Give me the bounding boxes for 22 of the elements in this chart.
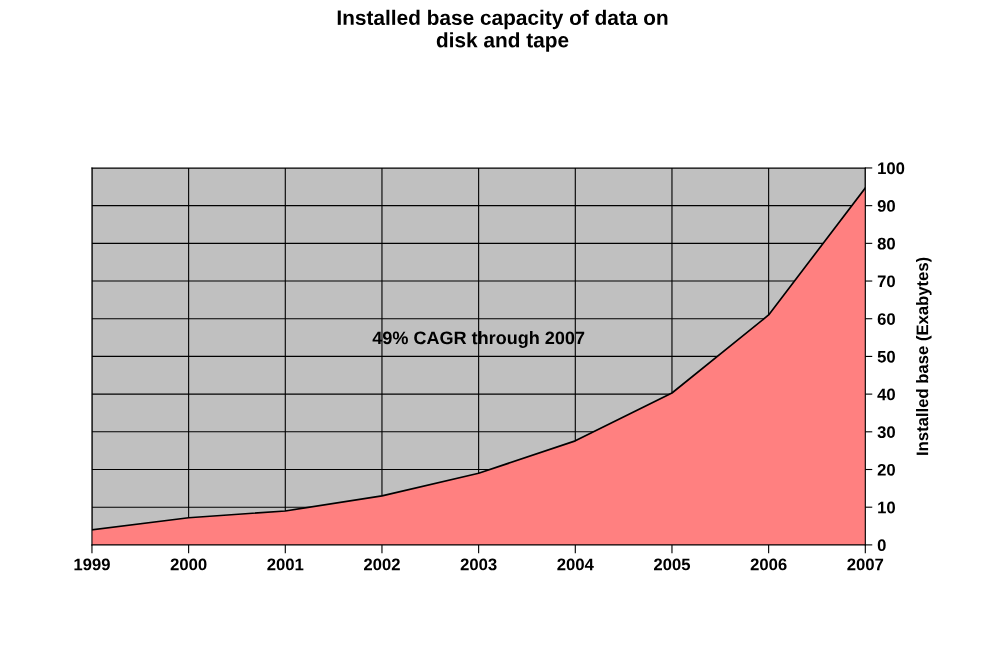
y-tick-label: 60 xyxy=(877,313,895,325)
y-tick-label: 70 xyxy=(877,275,895,288)
y-tick-label: 40 xyxy=(877,388,895,401)
x-tick-label: 2003 xyxy=(460,558,497,571)
x-tick-label: 2002 xyxy=(364,558,400,571)
x-tick-label: 1999 xyxy=(74,558,110,571)
chart-title: Installed base capacity of data on disk and tape xyxy=(337,9,668,52)
y-axis-title: Installed base (Exabytes) xyxy=(916,257,932,455)
x-tick-label: 2000 xyxy=(170,558,207,571)
y-tick-label: 30 xyxy=(877,426,895,439)
y-tick-label: 20 xyxy=(877,463,895,476)
x-tick-label: 2001 xyxy=(267,558,304,571)
y-tick-label: 100 xyxy=(878,162,905,175)
x-tick-label: 2004 xyxy=(557,558,594,571)
y-tick-label: 0 xyxy=(877,539,886,552)
x-tick-label: 2005 xyxy=(654,558,691,571)
y-tick-label: 50 xyxy=(877,350,895,363)
x-tick-label: 2007 xyxy=(847,558,884,571)
y-tick-label: 90 xyxy=(877,200,895,212)
y-tick-label: 80 xyxy=(877,237,895,250)
y-tick-label: 10 xyxy=(878,501,895,514)
x-tick-label: 2006 xyxy=(750,558,787,571)
